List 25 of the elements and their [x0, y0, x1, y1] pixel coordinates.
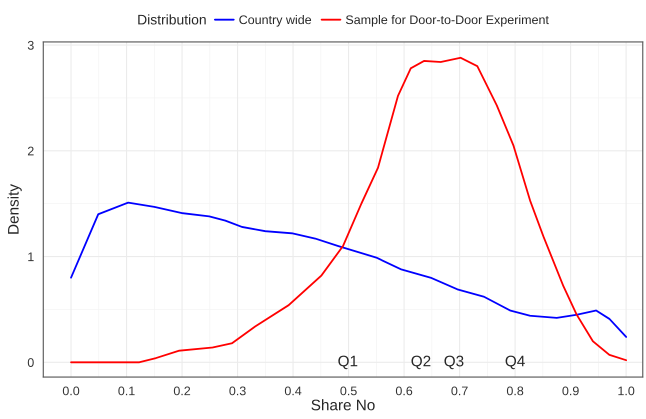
- x-tick-label: 0.1: [118, 386, 135, 396]
- x-tick-label: 0.0: [62, 386, 80, 396]
- annotation: Q1: [338, 356, 358, 370]
- y-axis-title: Density: [8, 184, 22, 234]
- y-tick-label: 0: [28, 358, 34, 367]
- x-tick-label: 0.2: [174, 386, 190, 396]
- annotation: Q2: [411, 356, 430, 370]
- y-tick-label: 1: [28, 252, 34, 262]
- x-tick-label: 0.9: [562, 386, 579, 396]
- x-tick-label: 1.0: [618, 386, 634, 396]
- x-tick-label: 0.7: [451, 386, 468, 396]
- x-tick-label: 0.4: [284, 386, 302, 396]
- y-tick-label: 2: [28, 146, 34, 156]
- x-axis-title: Share No: [311, 399, 375, 410]
- annotation: Q4: [506, 356, 525, 370]
- x-tick-label: 0.6: [396, 386, 412, 396]
- y-tick-label: 3: [28, 40, 34, 50]
- legend-label: Sample for Door-to-Door Experiment: [346, 15, 549, 27]
- legend-title: Distribution: [138, 14, 206, 25]
- x-tick-label: 0.5: [340, 386, 357, 396]
- line-series: [70, 202, 628, 338]
- x-tick-label: 0.8: [506, 386, 524, 396]
- annotation: Q3: [444, 356, 464, 370]
- legend-label: Country wide: [239, 15, 312, 27]
- x-tick-label: 0.3: [229, 386, 246, 396]
